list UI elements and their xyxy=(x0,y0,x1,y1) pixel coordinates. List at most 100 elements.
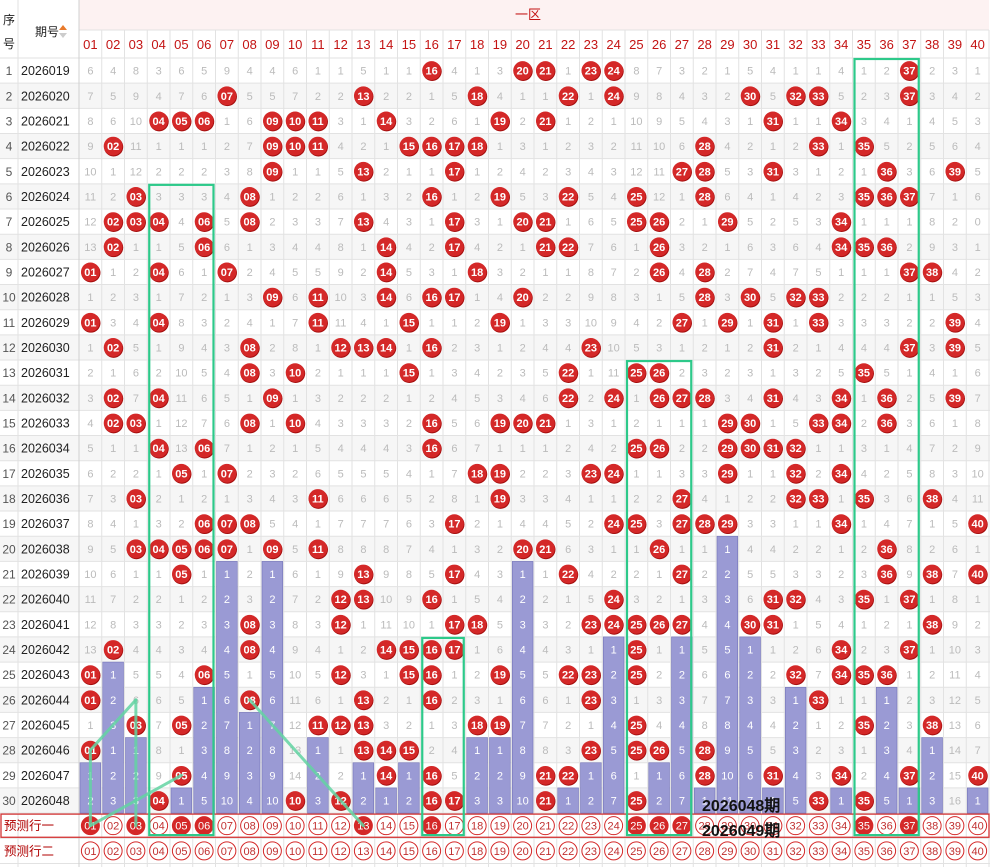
drawn-ball xyxy=(854,363,874,383)
drawn-ball xyxy=(695,388,715,408)
predicted-number: 26 xyxy=(653,821,665,833)
drawn-ball xyxy=(877,413,897,433)
ball-number: 29 xyxy=(721,519,733,531)
omission-count: 2 xyxy=(520,342,526,354)
ball-number: 33 xyxy=(812,493,824,505)
prediction-number: 39 xyxy=(949,821,961,833)
omission-count: 2 xyxy=(633,493,639,505)
omission-count: 5 xyxy=(360,468,366,480)
omission-bar xyxy=(580,762,602,814)
ball-number: 19 xyxy=(494,468,506,480)
omission-count: 1 xyxy=(542,141,548,153)
omission-bar xyxy=(693,787,716,814)
omission-count: 6 xyxy=(542,393,548,405)
omission-count: 8 xyxy=(656,91,662,103)
omission-count: 1 xyxy=(656,644,662,656)
omission-count: 1 xyxy=(838,493,844,505)
omission-count: 1 xyxy=(497,342,503,354)
omission-count: 3 xyxy=(156,191,162,203)
drawn-ball xyxy=(649,262,669,282)
omission-count: 1 xyxy=(884,594,890,606)
omission-count: 2 xyxy=(315,368,321,380)
omission-count: 4 xyxy=(952,493,958,505)
omission-count: 2 xyxy=(724,91,730,103)
omission-count: 2 xyxy=(929,544,935,556)
drawn-ball xyxy=(194,237,214,257)
ball-number: 28 xyxy=(699,519,711,531)
omission-count: 6 xyxy=(224,242,230,254)
omission-count: 6 xyxy=(952,141,958,153)
omission-count: 1 xyxy=(156,141,162,153)
omission-count: 4 xyxy=(679,91,685,103)
omission-count: 1 xyxy=(861,267,867,279)
omission-count: 4 xyxy=(338,141,344,153)
ball-number: 23 xyxy=(585,745,597,757)
drawn-ball xyxy=(308,489,328,508)
omission-count: 8 xyxy=(133,66,139,78)
omission-count: 10 xyxy=(335,292,347,304)
ball-number: 36 xyxy=(881,191,893,203)
omission-count: 4 xyxy=(861,342,867,354)
omission-count: 3 xyxy=(702,468,708,480)
period-label: 2026039 xyxy=(21,567,70,581)
row-bg xyxy=(0,636,990,663)
omission-count: 1 xyxy=(247,242,253,254)
number-header: 15 xyxy=(402,37,416,52)
omission-count: 5 xyxy=(451,770,457,782)
ball-number: 16 xyxy=(426,644,438,656)
omission-count: 3 xyxy=(520,141,526,153)
omission-bar xyxy=(921,737,943,814)
omission-count: 5 xyxy=(315,670,321,682)
drawn-ball xyxy=(80,312,100,332)
omission-count: 2 xyxy=(770,670,776,682)
omission-count: 5 xyxy=(702,644,708,656)
omission-count: 4 xyxy=(133,644,139,656)
omission-count: 1 xyxy=(815,443,821,455)
prediction-number: 05 xyxy=(175,846,187,858)
omission-count: 4 xyxy=(247,317,253,329)
row-index: 16 xyxy=(2,442,16,456)
omission-count: 1 xyxy=(247,670,253,682)
omission-count: 2 xyxy=(497,166,503,178)
omission-count: 3 xyxy=(770,519,776,531)
omission-count: 8 xyxy=(292,619,298,631)
omission-count: 3 xyxy=(724,393,730,405)
omission-count: 2 xyxy=(929,317,935,329)
omission-count: 2 xyxy=(497,544,503,556)
omission-count: 1 xyxy=(156,242,162,254)
omission-count: 4 xyxy=(87,418,93,430)
omission-count: 2 xyxy=(975,267,981,279)
drawn-ball xyxy=(240,212,260,232)
prediction-number: 12 xyxy=(335,821,347,833)
omission-count: 5 xyxy=(542,670,548,682)
ball-number: 16 xyxy=(426,796,438,808)
omission-count: 1 xyxy=(702,544,708,556)
period-label: 2026034 xyxy=(21,442,70,456)
predicted-number: 37 xyxy=(903,821,915,833)
omission-count: 8 xyxy=(952,594,958,606)
drawn-ball xyxy=(217,463,237,483)
omission-count: 4 xyxy=(747,393,753,405)
omission-count: 4 xyxy=(451,66,457,78)
omission-count: 3 xyxy=(588,418,594,430)
row-index: 6 xyxy=(6,190,13,204)
omission-count: 3 xyxy=(224,342,230,354)
omission-count: 3 xyxy=(861,569,867,581)
drawn-ball xyxy=(103,388,123,408)
omission-count: 8 xyxy=(247,166,253,178)
omission-count: 3 xyxy=(838,191,844,203)
omission-count: 2 xyxy=(383,393,389,405)
omission-count: 1 xyxy=(360,191,366,203)
omission-count: 5 xyxy=(611,745,617,757)
ball-number: 33 xyxy=(812,796,824,808)
omission-count: 2 xyxy=(429,745,435,757)
omission-count: 1 xyxy=(679,191,685,203)
drawn-ball xyxy=(877,161,897,181)
omission-count: 3 xyxy=(565,644,571,656)
ball-number: 11 xyxy=(312,116,324,128)
prediction-number: 32 xyxy=(790,821,802,833)
omission-count: 6 xyxy=(611,242,617,254)
ball-number: 16 xyxy=(426,695,438,707)
drawn-ball xyxy=(513,287,533,307)
omission-count: 3 xyxy=(565,317,571,329)
